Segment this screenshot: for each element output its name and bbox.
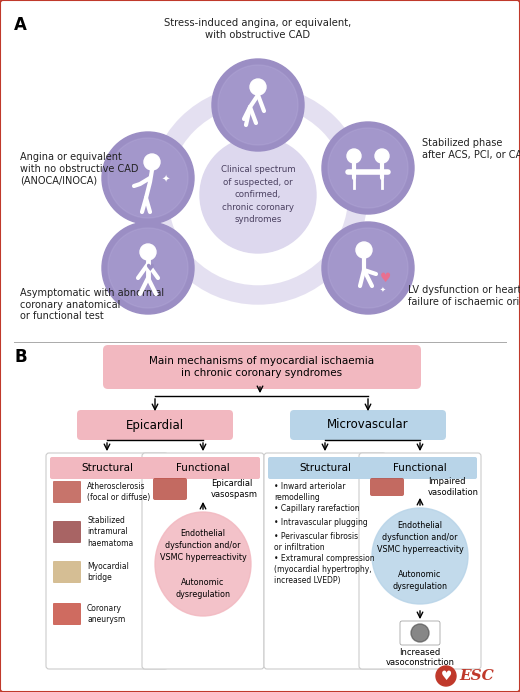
Text: Myocardial
bridge: Myocardial bridge bbox=[87, 562, 129, 582]
Circle shape bbox=[212, 59, 304, 151]
Text: Atherosclerosis
(focal or diffuse): Atherosclerosis (focal or diffuse) bbox=[87, 482, 150, 502]
Text: Clinical spectrum
of suspected, or
confirmed,
chronic coronary
syndromes: Clinical spectrum of suspected, or confi… bbox=[220, 165, 295, 224]
Text: ♥: ♥ bbox=[145, 263, 154, 273]
Circle shape bbox=[102, 222, 194, 314]
FancyBboxPatch shape bbox=[370, 478, 404, 496]
FancyBboxPatch shape bbox=[46, 453, 168, 669]
Text: • Inward arteriolar
remodelling: • Inward arteriolar remodelling bbox=[274, 482, 345, 502]
FancyBboxPatch shape bbox=[146, 457, 260, 479]
Text: ✦: ✦ bbox=[162, 175, 170, 185]
FancyBboxPatch shape bbox=[50, 457, 164, 479]
Text: Epicardial
vasospasm: Epicardial vasospasm bbox=[211, 480, 258, 499]
FancyBboxPatch shape bbox=[53, 603, 81, 625]
Text: Increased
vasoconstriction: Increased vasoconstriction bbox=[385, 648, 454, 667]
Circle shape bbox=[102, 132, 194, 224]
Circle shape bbox=[322, 222, 414, 314]
Text: Coronary
aneurysm: Coronary aneurysm bbox=[87, 604, 125, 624]
Circle shape bbox=[200, 137, 316, 253]
FancyBboxPatch shape bbox=[400, 621, 440, 645]
Text: ESC: ESC bbox=[459, 669, 494, 683]
FancyBboxPatch shape bbox=[53, 521, 81, 543]
FancyBboxPatch shape bbox=[142, 453, 264, 669]
Text: Stabilized
intramural
haematoma: Stabilized intramural haematoma bbox=[87, 516, 133, 547]
Text: Main mechanisms of myocardial ischaemia
in chronic coronary syndromes: Main mechanisms of myocardial ischaemia … bbox=[149, 356, 374, 378]
FancyBboxPatch shape bbox=[103, 345, 421, 389]
Circle shape bbox=[108, 228, 188, 308]
Circle shape bbox=[436, 666, 456, 686]
FancyBboxPatch shape bbox=[290, 410, 446, 440]
FancyBboxPatch shape bbox=[53, 561, 81, 583]
Text: Epicardial: Epicardial bbox=[126, 419, 184, 432]
Text: Stress-induced angina, or equivalent,
with obstructive CAD: Stress-induced angina, or equivalent, wi… bbox=[164, 18, 352, 39]
FancyBboxPatch shape bbox=[53, 481, 81, 503]
FancyBboxPatch shape bbox=[264, 453, 386, 669]
FancyBboxPatch shape bbox=[268, 457, 382, 479]
Ellipse shape bbox=[372, 508, 468, 604]
Text: ✦: ✦ bbox=[380, 287, 386, 293]
Circle shape bbox=[328, 228, 408, 308]
Circle shape bbox=[375, 149, 389, 163]
Text: • Perivascular fibrosis
or infiltration: • Perivascular fibrosis or infiltration bbox=[274, 532, 358, 552]
Circle shape bbox=[108, 138, 188, 218]
Text: Functional: Functional bbox=[393, 463, 447, 473]
FancyBboxPatch shape bbox=[359, 453, 481, 669]
Text: Asymptomatic with abnormal
coronary anatomical
or functional test: Asymptomatic with abnormal coronary anat… bbox=[20, 288, 164, 321]
Text: Stabilized phase
after ACS, PCI, or CABG: Stabilized phase after ACS, PCI, or CABG bbox=[422, 138, 520, 160]
Text: • Extramural compression
(myocardial hypertrophy,
increased LVEDP): • Extramural compression (myocardial hyp… bbox=[274, 554, 374, 585]
Circle shape bbox=[144, 154, 160, 170]
FancyBboxPatch shape bbox=[77, 410, 233, 440]
Circle shape bbox=[322, 122, 414, 214]
Text: ♥: ♥ bbox=[440, 669, 452, 682]
Text: B: B bbox=[14, 348, 27, 366]
Text: Impaired
vasodilation: Impaired vasodilation bbox=[428, 477, 479, 497]
Circle shape bbox=[218, 65, 298, 145]
Text: Endothelial
dysfunction and/or
VSMC hyperreactivity

Autonomic
dysregulation: Endothelial dysfunction and/or VSMC hype… bbox=[376, 521, 463, 591]
Text: Functional: Functional bbox=[176, 463, 230, 473]
Text: • Capillary rarefaction: • Capillary rarefaction bbox=[274, 504, 360, 513]
Text: Structural: Structural bbox=[299, 463, 351, 473]
Circle shape bbox=[140, 244, 156, 260]
Circle shape bbox=[356, 242, 372, 258]
Circle shape bbox=[411, 624, 429, 642]
Circle shape bbox=[328, 128, 408, 208]
Text: Endothelial
dysfunction and/or
VSMC hyperreactivity

Autonomic
dysregulation: Endothelial dysfunction and/or VSMC hype… bbox=[160, 529, 246, 599]
Text: ♥: ♥ bbox=[380, 271, 391, 284]
FancyBboxPatch shape bbox=[153, 478, 187, 500]
Circle shape bbox=[250, 79, 266, 95]
Text: LV dysfunction or heart
failure of ischaemic origin: LV dysfunction or heart failure of ischa… bbox=[408, 285, 520, 307]
Circle shape bbox=[347, 149, 361, 163]
FancyBboxPatch shape bbox=[363, 457, 477, 479]
Text: A: A bbox=[14, 16, 27, 34]
Text: • Intravascular plugging: • Intravascular plugging bbox=[274, 518, 368, 527]
Ellipse shape bbox=[155, 512, 251, 616]
Text: Angina or equivalent
with no obstructive CAD
(ANOCA/INOCA): Angina or equivalent with no obstructive… bbox=[20, 152, 138, 185]
Text: Microvascular: Microvascular bbox=[327, 419, 409, 432]
Text: Structural: Structural bbox=[81, 463, 133, 473]
